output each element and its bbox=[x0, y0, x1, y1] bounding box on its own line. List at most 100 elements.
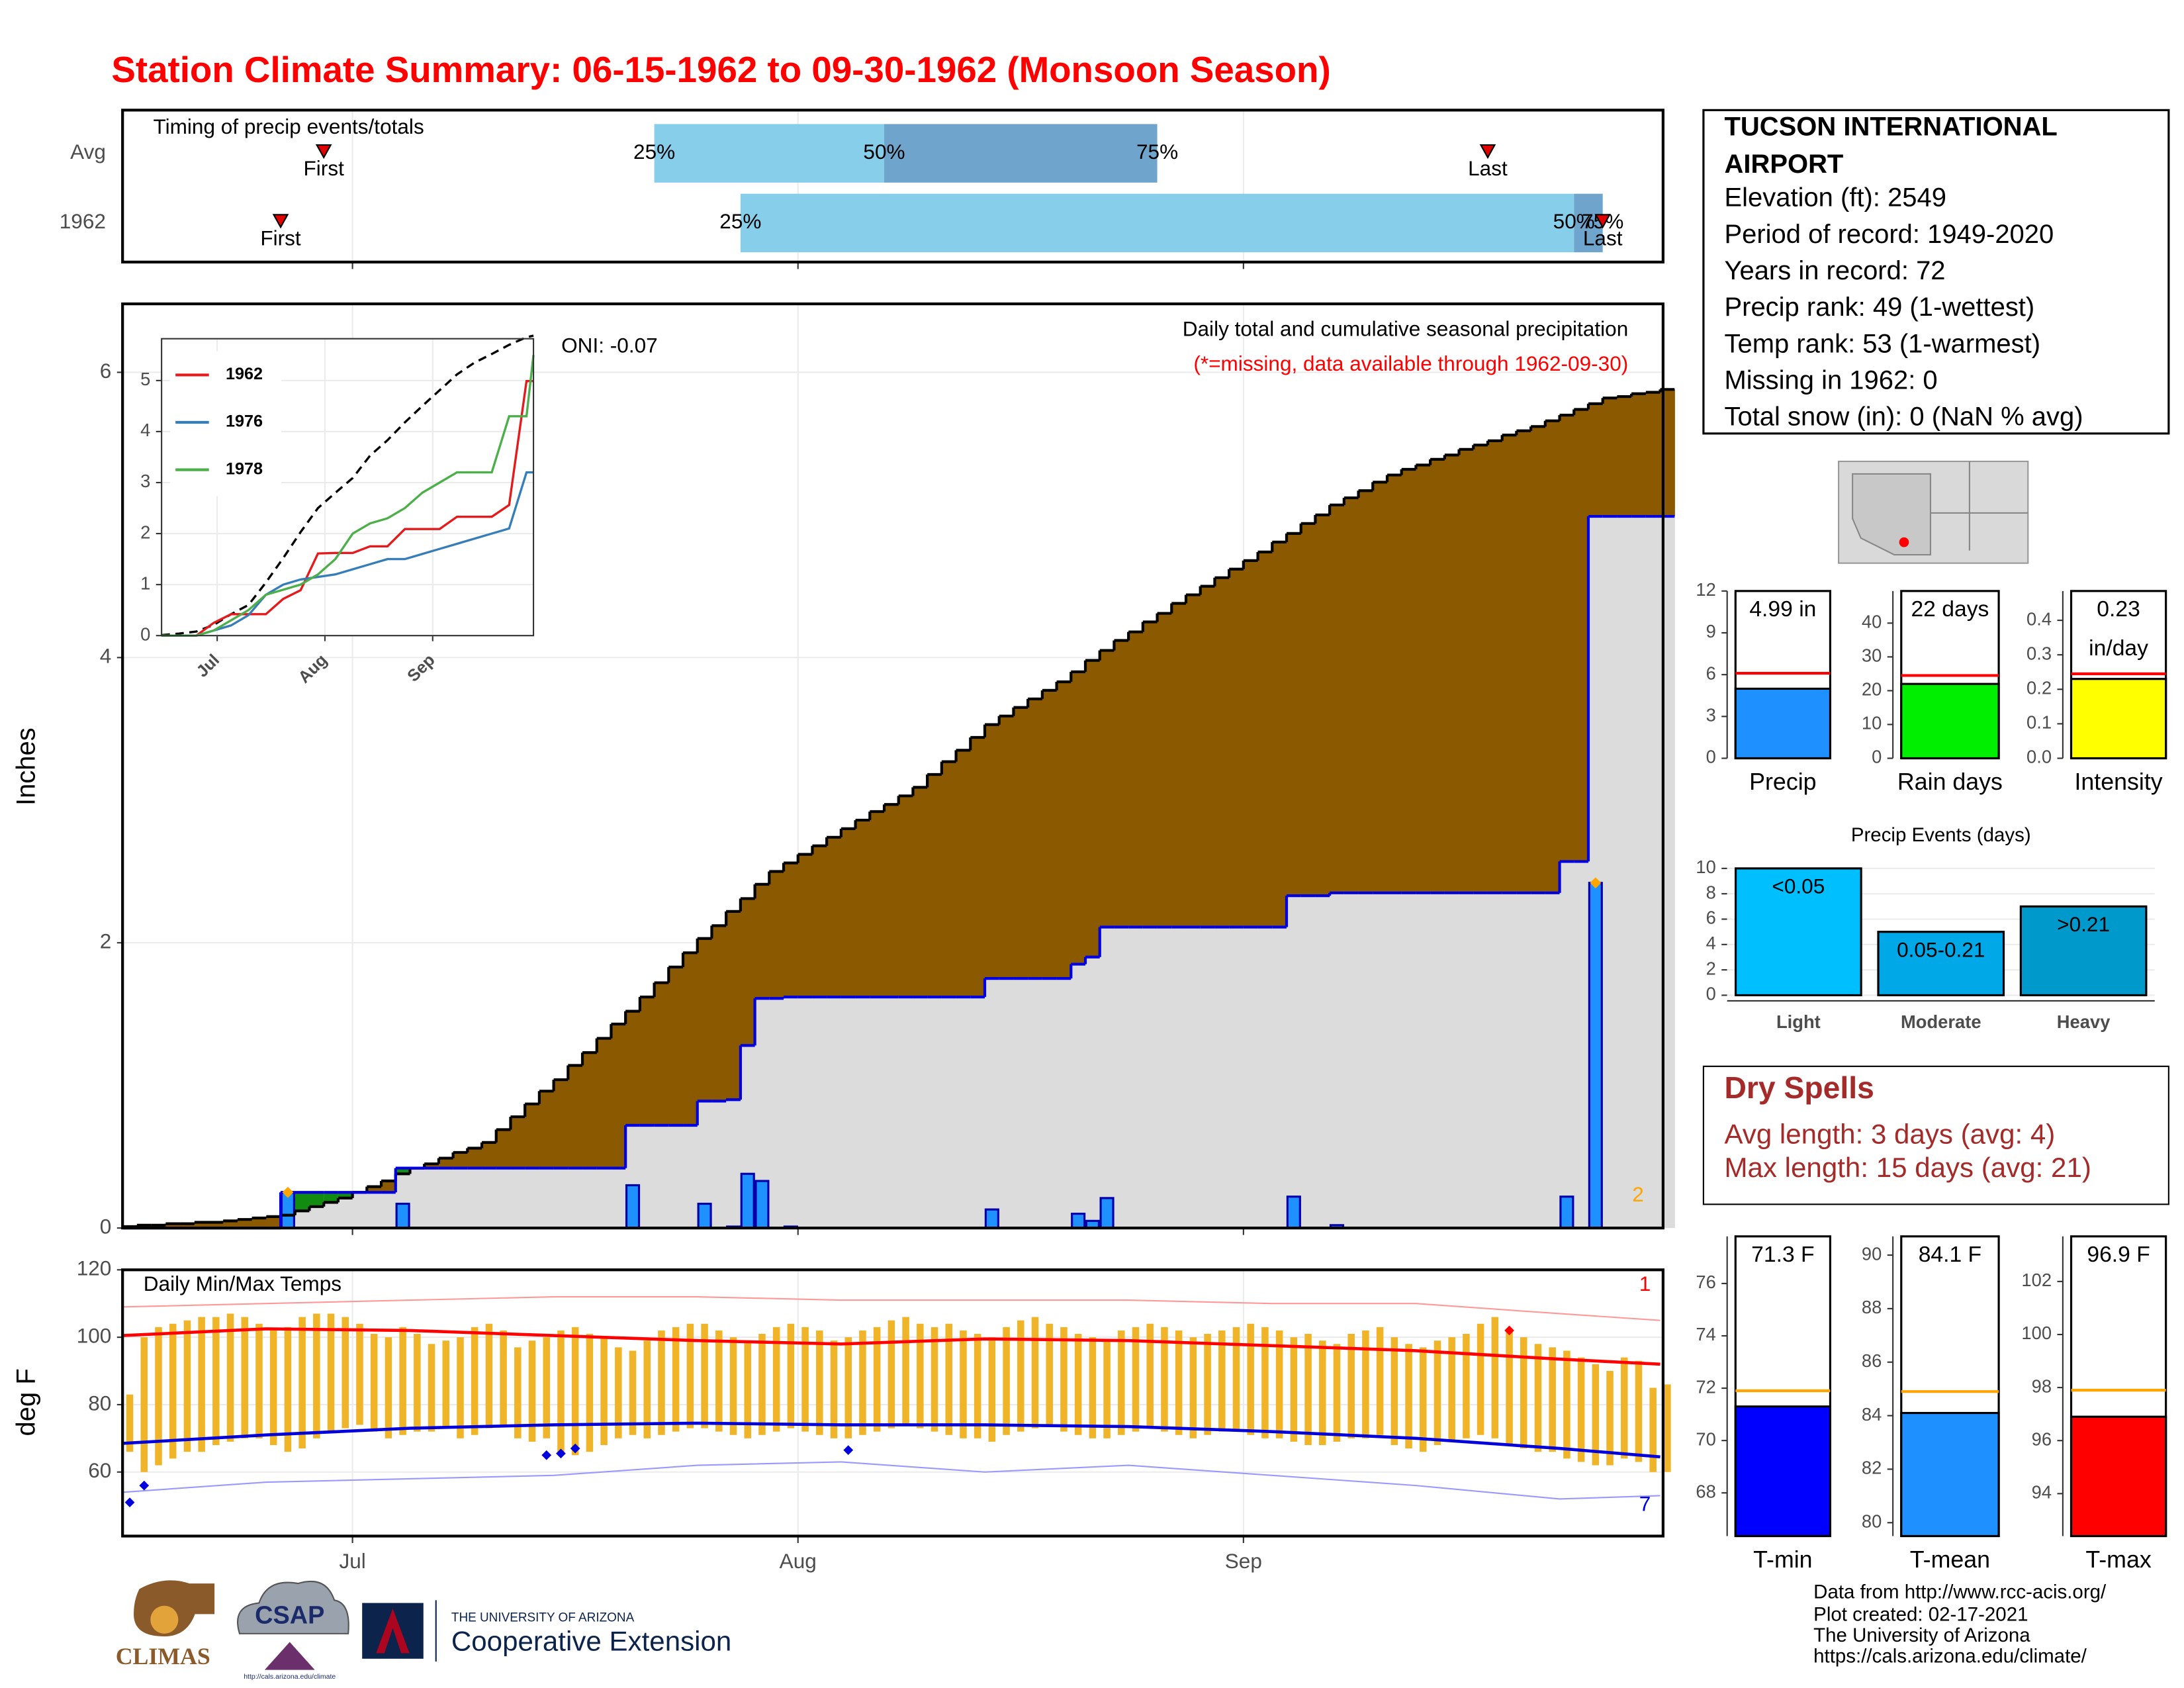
season-area bbox=[438, 1168, 454, 1229]
plot-frame bbox=[121, 109, 1664, 263]
map-state bbox=[1852, 473, 1932, 556]
temp-range-bar bbox=[1118, 1330, 1125, 1435]
event-marker bbox=[272, 214, 289, 229]
season-area bbox=[1531, 892, 1546, 1229]
temp-range-bar bbox=[1074, 1334, 1082, 1435]
temp-range-bar bbox=[1577, 1357, 1585, 1462]
temp-range-bar bbox=[485, 1323, 493, 1429]
category-label: T-mean bbox=[1910, 1546, 1990, 1573]
temp-range-bar bbox=[399, 1327, 406, 1435]
season-area bbox=[884, 997, 899, 1229]
daily-bar bbox=[1071, 1212, 1086, 1229]
temp-range-bar bbox=[672, 1327, 680, 1432]
deficit-area bbox=[1430, 459, 1445, 893]
surplus-area bbox=[295, 1192, 310, 1211]
season-area bbox=[711, 1101, 727, 1229]
season-area bbox=[683, 1125, 698, 1229]
season-area bbox=[1286, 896, 1302, 1229]
record-low-marker bbox=[139, 1480, 150, 1491]
deficit-area bbox=[812, 845, 827, 998]
temp-range-bar bbox=[269, 1330, 277, 1446]
bar bbox=[1734, 687, 1832, 760]
season-area bbox=[453, 1168, 468, 1229]
season-area bbox=[668, 1125, 684, 1229]
temp-range-bar bbox=[557, 1330, 565, 1452]
temp-range-bar bbox=[772, 1327, 780, 1432]
temp-range-bar bbox=[1319, 1340, 1326, 1446]
bar bbox=[1734, 1405, 1832, 1538]
y-tick-label: 88 bbox=[1862, 1297, 1882, 1317]
deficit-area bbox=[1013, 707, 1028, 979]
deficit-area bbox=[1373, 482, 1388, 893]
season-area bbox=[1214, 927, 1230, 1229]
temp-range-bar bbox=[385, 1337, 392, 1438]
y-axis-title: deg F bbox=[12, 1368, 41, 1436]
station-line: Period of record: 1949-2020 bbox=[1724, 220, 2054, 249]
daily-bar bbox=[1588, 882, 1603, 1229]
climas-emblem bbox=[150, 1605, 179, 1634]
temp-range-bar bbox=[327, 1313, 335, 1432]
bar bbox=[1877, 931, 2005, 997]
bar bbox=[2019, 905, 2148, 997]
station-line: Years in record: 72 bbox=[1724, 256, 1945, 285]
y-tick-label: 84 bbox=[1862, 1404, 1882, 1425]
season-area bbox=[553, 1168, 569, 1229]
y-tick-label: 82 bbox=[1862, 1458, 1882, 1478]
deficit-area bbox=[1401, 469, 1417, 893]
y-tick-label: 94 bbox=[2032, 1482, 2052, 1503]
extension-name: Cooperative Extension bbox=[451, 1626, 731, 1657]
season-area bbox=[510, 1168, 525, 1229]
season-area bbox=[1272, 927, 1287, 1229]
deficit-area bbox=[927, 774, 942, 998]
deficit-area bbox=[841, 828, 856, 998]
deficit-area bbox=[194, 1222, 210, 1229]
deficit-area bbox=[970, 737, 985, 998]
temp-range-bar bbox=[1620, 1357, 1628, 1459]
deficit-area bbox=[855, 820, 870, 998]
temp-range-bar bbox=[1549, 1347, 1556, 1452]
temp-range-bar bbox=[715, 1330, 723, 1432]
y-tick-label: 120 bbox=[77, 1256, 112, 1280]
temp-range-bar bbox=[169, 1323, 177, 1459]
season-area bbox=[1631, 516, 1647, 1229]
bar-label: >0.21 bbox=[2057, 912, 2110, 936]
temp-range-bar bbox=[600, 1337, 608, 1446]
season-area bbox=[424, 1168, 439, 1229]
season-area bbox=[1028, 978, 1043, 1229]
season-area bbox=[1559, 861, 1574, 1229]
deficit-area bbox=[596, 1038, 612, 1168]
daily-bar bbox=[697, 1202, 712, 1229]
dry-spells-title: Dry Spells bbox=[1724, 1070, 1874, 1105]
y-tick-label: 100 bbox=[2021, 1323, 2052, 1343]
season-area bbox=[726, 1100, 741, 1229]
y-tick-label: 4 bbox=[100, 644, 112, 668]
timing-bar bbox=[740, 193, 1574, 253]
deficit-area bbox=[1257, 551, 1273, 927]
season-area bbox=[913, 997, 928, 1229]
season-area bbox=[1114, 927, 1129, 1229]
temp-range-bar bbox=[931, 1327, 938, 1432]
deficit-area bbox=[136, 1225, 152, 1229]
temp-range-bar bbox=[1218, 1330, 1226, 1432]
season-area bbox=[639, 1125, 655, 1229]
bar bbox=[1735, 867, 1862, 997]
season-area bbox=[1157, 927, 1172, 1229]
deficit-area bbox=[539, 1091, 555, 1168]
row-label: Avg bbox=[70, 140, 106, 164]
deficit-area bbox=[510, 1117, 525, 1168]
temp-range-bar bbox=[428, 1344, 435, 1432]
season-area bbox=[1516, 892, 1531, 1229]
station-box bbox=[1702, 109, 2170, 435]
season-area bbox=[697, 1101, 713, 1229]
deficit-area bbox=[1645, 392, 1661, 517]
deficit-area bbox=[266, 1216, 281, 1229]
y-tick-label: 12 bbox=[1696, 579, 1715, 600]
season-area bbox=[1185, 927, 1201, 1229]
dry-spells-line: Avg length: 3 days (avg: 4) bbox=[1724, 1118, 2055, 1149]
deficit-area bbox=[568, 1065, 583, 1168]
season-area bbox=[525, 1168, 540, 1229]
category-label: Rain days bbox=[1897, 769, 2003, 795]
season-area bbox=[797, 997, 813, 1229]
daily-bar bbox=[1099, 1197, 1115, 1229]
temp-range-bar bbox=[1232, 1327, 1240, 1432]
